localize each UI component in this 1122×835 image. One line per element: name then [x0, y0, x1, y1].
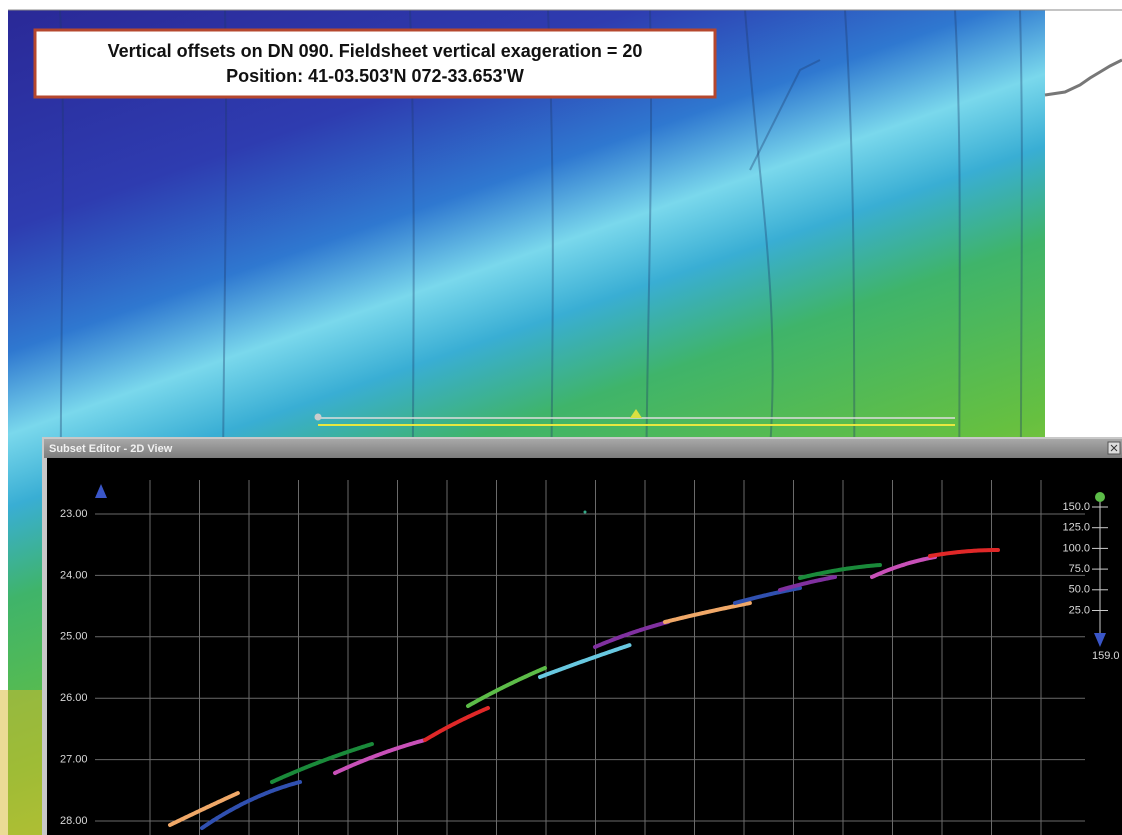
outlier	[583, 510, 587, 514]
subset-editor-window: Subset Editor - 2D View 23.00 24.00 25.00 2…	[42, 437, 1122, 835]
depth-label: 25.00	[60, 631, 88, 643]
scale-label: 150.0	[1062, 501, 1090, 513]
title-bar	[44, 439, 1122, 458]
depth-label: 26.00	[60, 692, 88, 704]
scale-label: 125.0	[1062, 522, 1090, 534]
window-title: Subset Editor - 2D View	[49, 443, 173, 455]
close-icon	[1110, 444, 1118, 452]
annotation-box	[33, 28, 717, 99]
map-edge	[0, 690, 42, 835]
scale-label: 25.0	[1069, 604, 1090, 616]
depth-label: 27.00	[60, 754, 88, 766]
plot-area	[47, 458, 1122, 835]
soundings	[168, 548, 1000, 830]
scale-label: 50.0	[1069, 584, 1090, 596]
scale-max-label: 159.0	[1092, 650, 1120, 662]
depth-label: 24.00	[60, 569, 88, 581]
profile-handle[interactable]	[314, 413, 322, 421]
scale-top-handle[interactable]	[1095, 492, 1105, 502]
profile-handle[interactable]	[630, 409, 642, 418]
scroll-up[interactable]	[95, 484, 107, 498]
scale-bottom-handle[interactable]	[1094, 633, 1106, 647]
depth-label: 28.00	[60, 815, 88, 827]
annotation-line: Position: 41-03.503'N 072-33.653'W	[226, 66, 524, 86]
annotation-line: Vertical offsets on DN 090. Fieldsheet v…	[108, 41, 643, 61]
depth-label: 23.00	[60, 508, 88, 520]
profile-stub	[1044, 58, 1122, 97]
scale-label: 75.0	[1069, 563, 1090, 575]
scale-label: 100.0	[1062, 542, 1090, 554]
